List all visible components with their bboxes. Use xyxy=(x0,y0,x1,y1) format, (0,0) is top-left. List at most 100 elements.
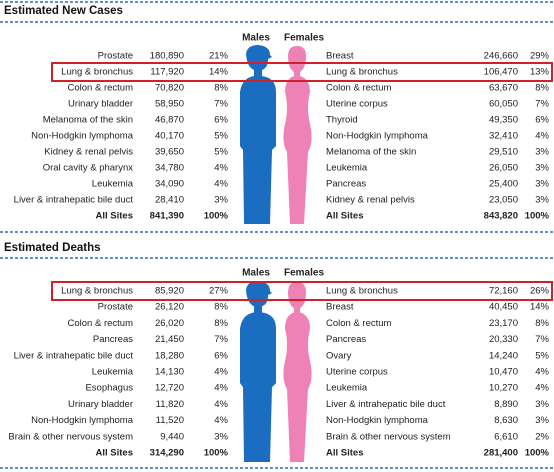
female-count: 20,330 xyxy=(489,334,518,345)
male-percent: 8% xyxy=(214,318,228,329)
female-site: Kidney & renal pelvis xyxy=(326,195,415,206)
highlight-box xyxy=(51,281,553,301)
female-count: 246,660 xyxy=(484,51,518,62)
female-percent: 100% xyxy=(525,448,550,459)
male-count: 9,440 xyxy=(160,431,184,442)
female-percent: 3% xyxy=(535,399,549,410)
female-count: 26,050 xyxy=(489,163,518,174)
male-percent: 14% xyxy=(209,67,229,78)
female-site: Lung & bronchus xyxy=(326,67,398,78)
female-count: 60,050 xyxy=(489,99,518,110)
male-site: Colon & rectum xyxy=(68,318,134,329)
female-percent: 26% xyxy=(530,286,550,297)
female-percent: 4% xyxy=(535,131,549,142)
female-silhouette xyxy=(283,46,312,224)
male-site: Non-Hodgkin lymphoma xyxy=(31,131,134,142)
female-percent: 7% xyxy=(535,99,549,110)
female-count: 14,240 xyxy=(489,350,518,361)
female-count: 40,450 xyxy=(489,302,518,313)
female-count: 281,400 xyxy=(484,448,518,459)
female-count: 23,050 xyxy=(489,195,518,206)
female-percent: 14% xyxy=(530,302,550,313)
female-percent: 3% xyxy=(535,147,549,158)
female-percent: 5% xyxy=(535,350,549,361)
female-site: Leukemia xyxy=(326,383,368,394)
male-percent: 6% xyxy=(214,115,228,126)
female-site: Colon & rectum xyxy=(326,83,392,94)
male-site: All Sites xyxy=(96,211,134,222)
male-site: Urinary bladder xyxy=(68,99,133,110)
male-count: 34,780 xyxy=(155,163,184,174)
female-site: Uterine corpus xyxy=(326,99,388,110)
female-count: 49,350 xyxy=(489,115,518,126)
female-site: Colon & rectum xyxy=(326,318,392,329)
male-site: Urinary bladder xyxy=(68,399,133,410)
female-percent: 13% xyxy=(530,67,550,78)
male-silhouette xyxy=(240,45,276,224)
female-percent: 6% xyxy=(535,115,549,126)
female-count: 32,410 xyxy=(489,131,518,142)
male-percent: 21% xyxy=(209,51,229,62)
silhouettes xyxy=(240,280,312,462)
female-percent: 29% xyxy=(530,51,550,62)
female-percent: 7% xyxy=(535,334,549,345)
male-percent: 4% xyxy=(214,399,228,410)
female-count: 8,630 xyxy=(494,415,518,426)
male-site: Non-Hodgkin lymphoma xyxy=(31,415,134,426)
female-site: Non-Hodgkin lymphoma xyxy=(326,131,429,142)
male-site: Kidney & renal pelvis xyxy=(44,147,133,158)
male-percent: 100% xyxy=(204,448,229,459)
male-count: 12,720 xyxy=(155,383,184,394)
male-count: 58,950 xyxy=(155,99,184,110)
male-percent: 5% xyxy=(214,131,228,142)
female-site: Liver & intrahepatic bile duct xyxy=(326,399,446,410)
female-site: Non-Hodgkin lymphoma xyxy=(326,415,429,426)
female-percent: 3% xyxy=(535,179,549,190)
females-header: Females xyxy=(284,33,324,44)
female-count: 6,610 xyxy=(494,431,518,442)
male-count: 34,090 xyxy=(155,179,184,190)
female-count: 106,470 xyxy=(484,67,518,78)
female-percent: 3% xyxy=(535,163,549,174)
female-site: Melanoma of the skin xyxy=(326,147,416,158)
female-site: All Sites xyxy=(326,211,364,222)
female-count: 10,470 xyxy=(489,367,518,378)
female-percent: 2% xyxy=(535,431,549,442)
male-site: All Sites xyxy=(96,448,134,459)
male-percent: 3% xyxy=(214,195,228,206)
female-site: Breast xyxy=(326,51,354,62)
male-silhouette xyxy=(240,280,276,462)
male-count: 314,290 xyxy=(150,448,184,459)
female-site: Lung & bronchus xyxy=(326,286,398,297)
female-percent: 100% xyxy=(525,211,550,222)
male-site: Colon & rectum xyxy=(68,83,134,94)
male-count: 26,020 xyxy=(155,318,184,329)
male-percent: 8% xyxy=(214,83,228,94)
male-count: 11,820 xyxy=(156,399,184,410)
male-count: 18,280 xyxy=(155,350,184,361)
male-count: 14,130 xyxy=(155,367,184,378)
female-percent: 3% xyxy=(535,195,549,206)
female-count: 72,160 xyxy=(489,286,518,297)
male-percent: 27% xyxy=(209,286,229,297)
section-title: Estimated New Cases xyxy=(4,5,123,17)
female-site: Pancreas xyxy=(326,334,366,345)
male-site: Lung & bronchus xyxy=(61,286,133,297)
male-count: 46,870 xyxy=(155,115,184,126)
female-percent: 4% xyxy=(535,367,549,378)
male-percent: 4% xyxy=(214,383,228,394)
female-count: 8,890 xyxy=(494,399,518,410)
male-percent: 3% xyxy=(214,431,228,442)
section-title: Estimated Deaths xyxy=(4,242,101,254)
male-percent: 6% xyxy=(214,350,228,361)
male-site: Leukemia xyxy=(92,179,134,190)
male-percent: 4% xyxy=(214,367,228,378)
female-count: 63,670 xyxy=(489,83,518,94)
male-percent: 8% xyxy=(214,302,228,313)
female-site: Breast xyxy=(326,302,354,313)
male-site: Pancreas xyxy=(93,334,133,345)
male-percent: 5% xyxy=(214,147,228,158)
female-count: 843,820 xyxy=(484,211,518,222)
highlight-box xyxy=(51,62,553,82)
